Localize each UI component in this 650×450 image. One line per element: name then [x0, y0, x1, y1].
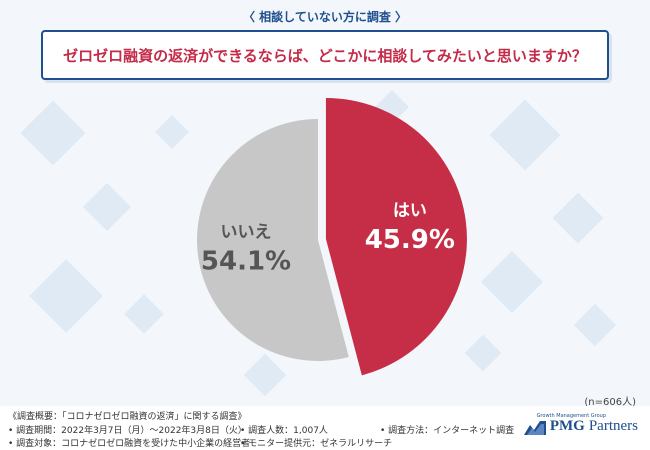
survey-target: • 調査対象：コロナゼロゼロ融資を受けた中小企業の経営者	[8, 439, 251, 449]
pmg-partners-logo: PMG Partners	[523, 418, 638, 435]
logo-tagline: Growth Management Group	[536, 413, 606, 419]
logo-pmg-text: PMG	[549, 418, 585, 434]
pmg-logo-mark-icon	[523, 420, 546, 435]
logo-partners-text: Partners	[588, 418, 638, 434]
pie-slice-yes	[325, 97, 467, 376]
slice-percent-label: 45.9%	[365, 225, 455, 255]
survey-caption: 〈 相談していない方に調査 〉	[243, 10, 407, 24]
slice-category-label: いいえ	[221, 222, 272, 242]
survey-method: • 調査方法：インターネット調査	[380, 426, 515, 436]
question-title-box: ゼロゼロ融資の返済ができるならば、どこかに相談してみたいと思いますか？	[41, 30, 609, 80]
question-title: ゼロゼロ融資の返済ができるならば、どこかに相談してみたいと思いますか？	[63, 46, 587, 65]
survey-respondents: • 調査人数：1,007人	[240, 426, 328, 436]
pie-slice-no	[196, 119, 349, 361]
overview-title: 《調査概要：「コロナゼロゼロ融資の返済」に関する調査》	[8, 412, 247, 422]
survey-period: • 調査期間：2022年3月7日（月）〜2022年3月8日（火）	[8, 426, 247, 436]
monitor-provider: • モニター提供元：ゼネラルリサーチ	[240, 439, 393, 449]
slice-category-label: はい	[393, 201, 427, 221]
slice-percent-label: 54.1%	[201, 246, 291, 276]
sample-size-note: (n=606人)	[584, 397, 636, 408]
